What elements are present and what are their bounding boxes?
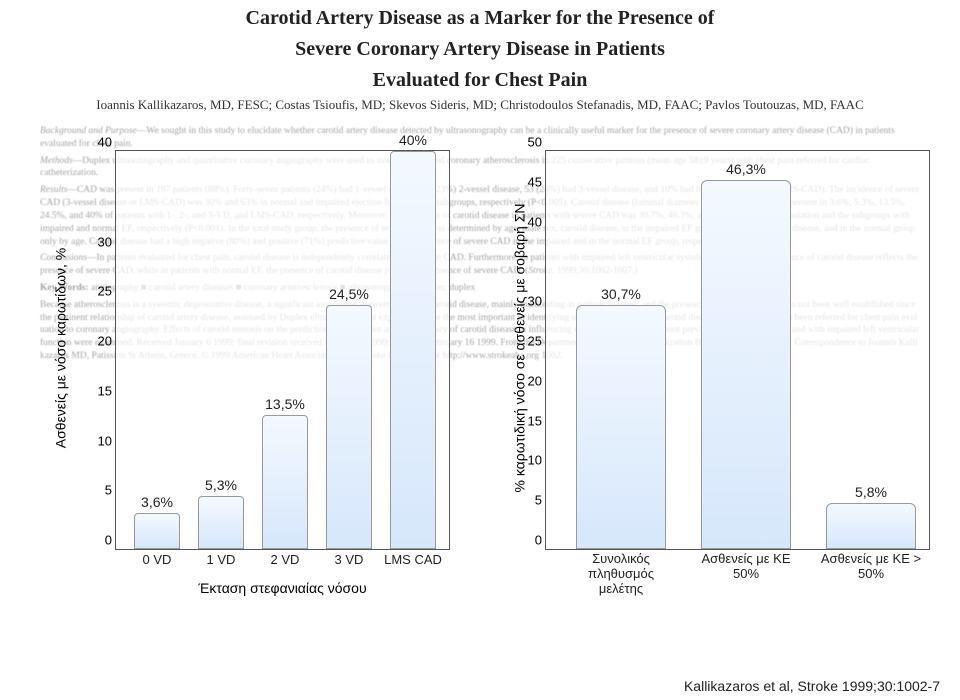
- right-bar-total-cat: Συνολικός πληθυσμός μελέτης: [566, 552, 676, 597]
- paper-title-line1: Carotid Artery Disease as a Marker for t…: [0, 0, 960, 31]
- left-ytick-15: 15: [84, 383, 112, 398]
- paper-title-line2: Severe Coronary Artery Disease in Patien…: [0, 31, 960, 62]
- citation: Kallikazaros et al, Stroke 1999;30:1002-…: [684, 678, 940, 694]
- right-ytick-40: 40: [514, 214, 542, 229]
- left-bar-1vd-value: 5,3%: [205, 477, 237, 493]
- right-ytick-20: 20: [514, 373, 542, 388]
- left-bar-2vd-cat: 2 VD: [271, 552, 300, 567]
- left-bar-lms-value: 40%: [399, 132, 427, 148]
- left-ytick-20: 20: [84, 334, 112, 349]
- left-chart-x-label: Έκταση στεφανιαίας νόσου: [115, 580, 450, 596]
- left-bar-3vd-cat: 3 VD: [335, 552, 364, 567]
- right-ytick-30: 30: [514, 294, 542, 309]
- right-ytick-15: 15: [514, 413, 542, 428]
- left-ytick-30: 30: [84, 234, 112, 249]
- right-bar-ef-gt50-value: 5,8%: [855, 484, 887, 500]
- right-bar-ef-le50: 46,3% Ασθενείς με ΚΕ 50%: [701, 180, 791, 549]
- left-ytick-5: 5: [84, 483, 112, 498]
- left-bar-3vd-value: 24,5%: [329, 286, 369, 302]
- right-bar-ef-gt50-cat: Ασθενείς με ΚΕ > 50%: [811, 552, 931, 582]
- right-ytick-5: 5: [514, 493, 542, 508]
- right-bar-total: 30,7% Συνολικός πληθυσμός μελέτης: [576, 305, 666, 549]
- paper-authors: Ioannis Kallikazaros, MD, FESC; Costas T…: [0, 93, 960, 113]
- left-bar-2vd: 13,5% 2 VD: [262, 415, 308, 549]
- left-bar-3vd: 24,5% 3 VD: [326, 305, 372, 549]
- right-ytick-50: 50: [514, 135, 542, 150]
- right-bar-ef-le50-cat: Ασθενείς με ΚΕ 50%: [691, 552, 801, 582]
- paper-title-line3: Evaluated for Chest Pain: [0, 62, 960, 93]
- left-ytick-0: 0: [84, 533, 112, 548]
- right-bar-total-value: 30,7%: [601, 286, 641, 302]
- left-bar-0vd: 3,6% 0 VD: [134, 513, 180, 549]
- left-bar-1vd: 5,3% 1 VD: [198, 496, 244, 549]
- left-chart-y-label: Ασθενείς με νόσο καρωτίδων, %: [52, 248, 68, 449]
- left-bar-2vd-value: 13,5%: [265, 396, 305, 412]
- left-chart-plot-area: 0 5 10 15 20 25 30 40 3,6% 0 VD 5,3% 1 V…: [115, 150, 450, 550]
- right-bar-ef-le50-value: 46,3%: [726, 161, 766, 177]
- right-ytick-0: 0: [514, 533, 542, 548]
- left-ytick-25: 25: [84, 284, 112, 299]
- left-chart: Ασθενείς με νόσο καρωτίδων, % 0 5 10 15 …: [70, 140, 460, 600]
- left-bar-1vd-cat: 1 VD: [207, 552, 236, 567]
- left-bar-0vd-cat: 0 VD: [143, 552, 172, 567]
- right-ytick-25: 25: [514, 334, 542, 349]
- right-bar-ef-gt50: 5,8% Ασθενείς με ΚΕ > 50%: [826, 503, 916, 549]
- left-ytick-10: 10: [84, 433, 112, 448]
- right-chart-plot-area: 0 5 10 15 20 25 30 40 45 50 30,7% Συνολι…: [545, 150, 930, 550]
- right-chart: % καρωτιδική νόσο σε ασθενείς με σοβαρή …: [500, 140, 940, 640]
- right-ytick-10: 10: [514, 453, 542, 468]
- left-bar-lms: 40% LMS CAD: [390, 151, 436, 549]
- left-ytick-40: 40: [84, 135, 112, 150]
- right-ytick-45: 45: [514, 174, 542, 189]
- left-bar-0vd-value: 3,6%: [141, 494, 173, 510]
- left-bar-lms-cat: LMS CAD: [384, 552, 442, 567]
